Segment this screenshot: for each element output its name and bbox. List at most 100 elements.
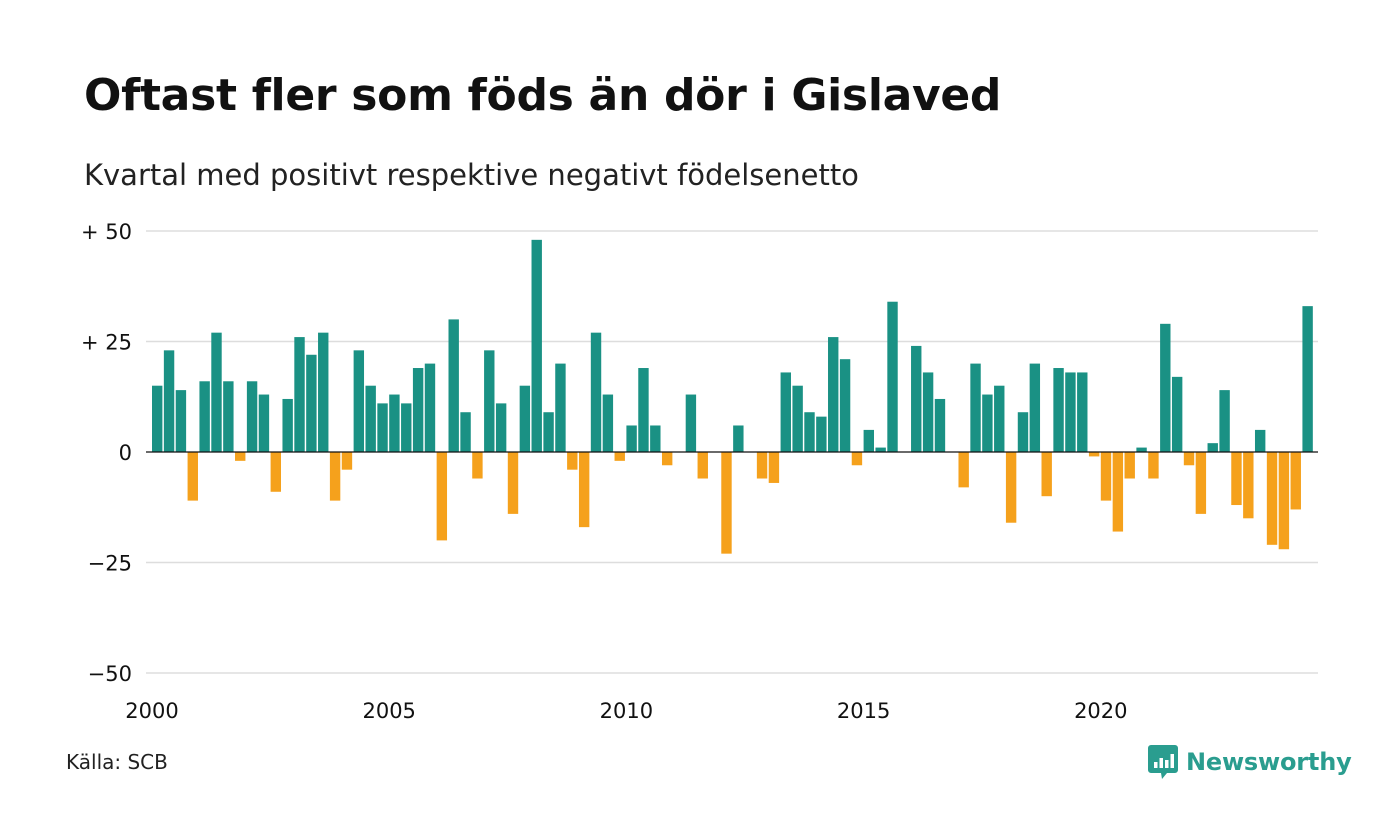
bar [756,452,768,479]
bar [685,394,697,452]
bar [306,354,317,452]
bar [780,372,791,452]
bar [1219,390,1230,452]
y-tick-label: + 25 [81,331,132,355]
bar [270,452,281,492]
x-tick-label: 2010 [600,699,653,723]
bar [175,390,187,452]
bar [567,452,578,470]
bar [1278,452,1290,550]
x-tick-label: 2020 [1074,699,1127,723]
bar [152,385,163,452]
bar [697,452,708,479]
bar [495,403,507,452]
source-note: Källa: SCB [66,750,168,774]
bar [163,350,175,452]
bar [507,452,519,514]
bar [602,394,614,452]
bar [721,452,732,554]
bar [519,385,531,452]
bar [436,452,448,541]
chart-title: Oftast fler som föds än dör i Gislaved [84,70,1002,121]
bar [994,385,1005,452]
bar [1231,452,1242,506]
bar [922,372,934,452]
bar [1005,452,1017,523]
bar [294,337,305,452]
bar [614,452,625,461]
bar [448,319,459,452]
bar [1088,452,1100,457]
bar [472,452,483,479]
bar [1160,323,1171,452]
bar [424,363,436,452]
bar [1041,452,1052,497]
bar [1029,363,1041,452]
y-tick-label: −25 [88,552,132,576]
bar [555,363,566,452]
bar [816,416,827,452]
bar [223,381,234,452]
brand-name: Newsworthy [1186,748,1352,776]
bar [353,350,365,452]
bar [389,394,400,452]
y-tick-label: −50 [88,662,132,686]
bar [282,398,293,452]
bar [1171,376,1183,452]
bar [1290,452,1301,510]
bar [863,429,874,452]
y-tick-label: + 50 [81,220,132,244]
bar [484,350,495,452]
bar-chart: + 50 + 25 0 −25 −50 2000 2005 2010 2015 2020 [81,220,1318,723]
bar [412,368,424,452]
bar [1207,443,1218,452]
bar [1077,372,1088,452]
bar [1183,452,1195,466]
bar [258,394,270,452]
bar [578,452,590,528]
bar [875,447,886,452]
bar [590,332,602,452]
bar [1124,452,1135,479]
bar [1017,412,1029,452]
bar [1266,452,1278,545]
bar [828,337,839,452]
bar [792,385,803,452]
bar [887,301,898,452]
bar [341,452,353,470]
y-tick-label: 0 [119,441,132,465]
bar [187,452,198,501]
bar [768,452,780,483]
bar [982,394,993,452]
bar [934,398,946,452]
bar [1136,447,1147,452]
x-tick-label: 2000 [125,699,178,723]
bar [970,363,981,452]
x-tick-label: 2005 [362,699,415,723]
bar [1148,452,1159,479]
bar [401,403,412,452]
bar [235,452,246,461]
bar [199,381,210,452]
bar [733,425,744,452]
bar [1195,452,1207,514]
bars [152,239,1313,554]
bar [1053,368,1064,452]
chart-subtitle: Kvartal med positivt respektive negativt… [84,158,859,192]
bar [958,452,969,488]
bar [531,239,542,452]
bar [1254,429,1266,452]
bar [1302,306,1313,452]
bar [1065,372,1076,452]
bar [211,332,222,452]
bar [460,412,471,452]
x-axis-ticks: 2000 2005 2010 2015 2020 [125,699,1127,723]
bar [246,381,258,452]
newsworthy-logo-icon [1148,745,1178,779]
bar [318,332,329,452]
bar [1112,452,1124,532]
bar [804,412,815,452]
bar [377,403,388,452]
bar [911,345,922,452]
x-tick-label: 2015 [837,699,890,723]
